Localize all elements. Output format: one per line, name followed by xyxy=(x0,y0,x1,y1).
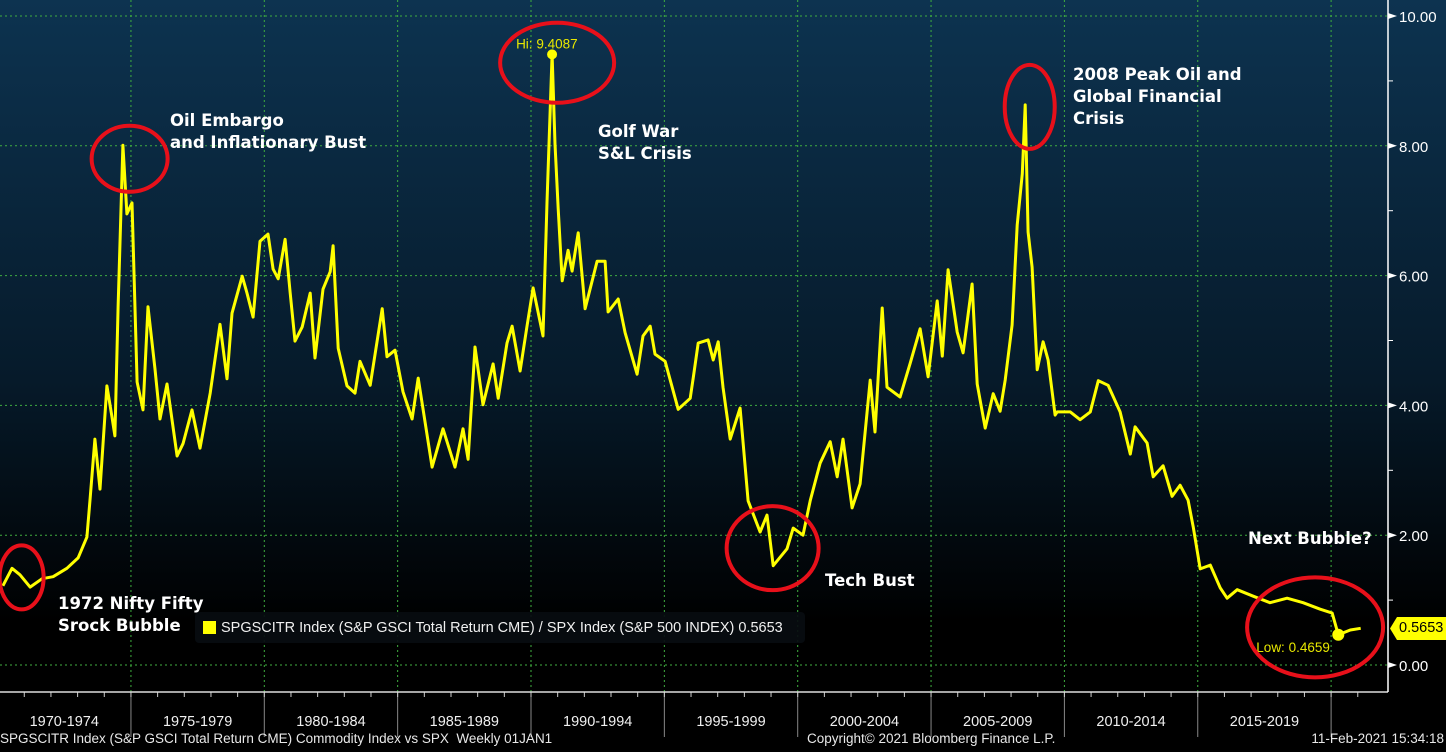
last-value-tag: 0.5653 xyxy=(1390,617,1446,640)
annotation-text: and Inflationary Bust xyxy=(170,133,366,152)
y-tick-label: 10.00 xyxy=(1399,9,1437,26)
y-tick-marker xyxy=(1388,402,1397,409)
y-tick-marker xyxy=(1388,532,1397,539)
axes: 0.00 2.00 4.00 6.00 8.00 10.00 1970-1974 1975-1… xyxy=(0,0,1437,737)
legend: SPGSCITR Index (S&P GSCI Total Return CM… xyxy=(195,612,805,643)
x-period-label: 1985-1989 xyxy=(430,714,499,730)
x-period-label: 2005-2009 xyxy=(963,714,1032,730)
y-tick-label: 6.00 xyxy=(1399,269,1428,286)
annotation-ring xyxy=(89,123,170,194)
series-line xyxy=(1,52,1361,637)
annotation-text: Srock Bubble xyxy=(58,616,181,635)
y-tick-marker xyxy=(1388,662,1397,668)
annotation-text: 2008 Peak Oil and xyxy=(1073,65,1242,84)
last-value-tag-shape xyxy=(1390,617,1446,640)
x-period-label: 2015-2019 xyxy=(1230,714,1299,730)
x-period-label: 1970-1974 xyxy=(30,714,99,730)
x-period-label: 2000-2004 xyxy=(830,714,899,730)
annotation-ring xyxy=(498,20,617,105)
legend-swatch xyxy=(203,621,216,634)
y-tick-marker xyxy=(1388,272,1397,279)
annotation-text: Next Bubble? xyxy=(1248,529,1372,548)
y-tick-label: 8.00 xyxy=(1399,139,1428,156)
annotation-text: Tech Bust xyxy=(825,571,915,590)
annotation-text: Oil Embargo xyxy=(170,111,284,130)
annotation-ring xyxy=(724,504,821,593)
annotation-ring xyxy=(0,543,46,612)
footer-description: SPGSCITR Index (S&P GSCI Total Return CM… xyxy=(0,731,553,746)
annotation-text: S&L Crisis xyxy=(598,144,692,163)
plot-background xyxy=(0,0,1446,692)
x-period-label: 1995-1999 xyxy=(696,714,765,730)
low-label: Low: 0.4659 xyxy=(1256,640,1330,655)
x-period-label: 1990-1994 xyxy=(563,714,632,730)
annotation-texts: 1972 Nifty Fifty Srock Bubble Oil Embargo a… xyxy=(58,65,1372,635)
annotation-text: Golf War xyxy=(598,122,679,141)
annotation-text: Global Financial xyxy=(1073,87,1222,106)
x-period-label: 1975-1979 xyxy=(163,714,232,730)
x-period-label: 1980-1984 xyxy=(296,714,365,730)
low-marker xyxy=(1332,628,1345,641)
y-tick-label: 4.00 xyxy=(1399,398,1428,415)
footer-copyright: Copyright© 2021 Bloomberg Finance L.P. xyxy=(807,731,1056,746)
legend-label: SPGSCITR Index (S&P GSCI Total Return CM… xyxy=(221,619,783,636)
annotation-text: 1972 Nifty Fifty xyxy=(58,594,204,613)
footer-timestamp: 11-Feb-2021 15:34:18 xyxy=(1311,731,1444,746)
annotation-rings xyxy=(0,20,1386,680)
x-period-label: 2010-2014 xyxy=(1096,714,1165,730)
series-layer: Hi: 9.4087 Low: 0.4659 xyxy=(1,36,1361,655)
y-tick-marker xyxy=(1388,13,1397,19)
annotation-text: Crisis xyxy=(1073,109,1124,128)
annotation-ring xyxy=(1002,62,1057,151)
y-tick-label: 0.00 xyxy=(1399,658,1428,675)
y-tick-label: 2.00 xyxy=(1399,528,1428,545)
high-label: Hi: 9.4087 xyxy=(516,36,578,51)
last-value-label: 0.5653 xyxy=(1399,620,1444,636)
y-tick-marker xyxy=(1388,142,1397,149)
high-marker xyxy=(547,49,558,60)
annotation-ring xyxy=(1245,575,1386,680)
